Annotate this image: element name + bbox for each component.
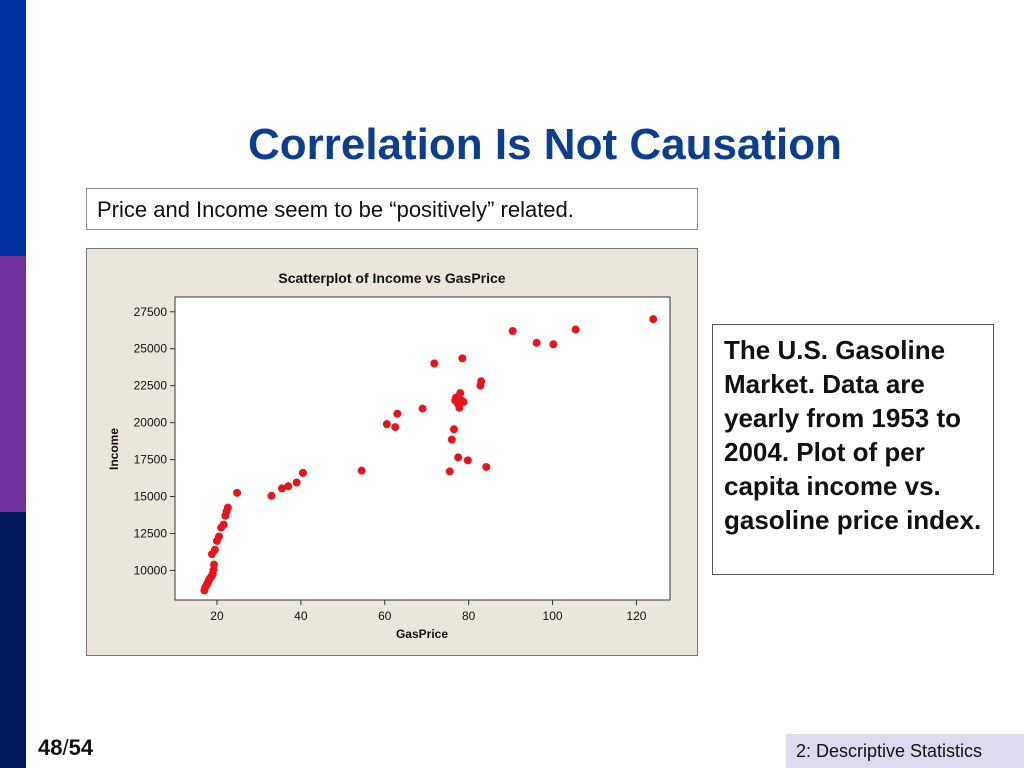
- page-separator: /: [62, 735, 69, 760]
- data-point: [284, 482, 293, 491]
- scatterplot-panel: Scatterplot of Income vs GasPrice 10000 1…: [86, 248, 698, 656]
- data-point: [455, 403, 464, 412]
- section-footer-tag: 2: Descriptive Statistics: [786, 734, 1024, 768]
- page-number: 48/54: [38, 735, 93, 761]
- data-point: [219, 520, 228, 529]
- data-point: [393, 409, 402, 418]
- data-point: [223, 503, 232, 512]
- x-axis: 20 40 60 80 100 120: [210, 600, 647, 623]
- data-point: [571, 325, 580, 334]
- data-point: [267, 491, 276, 500]
- x-tick-label: 20: [210, 609, 224, 623]
- data-point: [532, 338, 541, 347]
- data-point: [445, 467, 454, 476]
- subtitle-box: Price and Income seem to be “positively”…: [86, 188, 698, 230]
- data-point: [298, 468, 307, 477]
- data-point: [233, 488, 242, 497]
- x-tick-label: 40: [294, 609, 308, 623]
- y-tick-label: 15000: [134, 490, 168, 504]
- data-point: [447, 435, 456, 444]
- data-point: [292, 478, 301, 487]
- page-current: 48: [38, 735, 63, 760]
- data-point: [463, 456, 472, 465]
- y-tick-label: 17500: [134, 453, 168, 467]
- data-point: [508, 326, 517, 335]
- y-tick-label: 25000: [134, 342, 168, 356]
- subtitle-text: Price and Income seem to be “positively”…: [97, 197, 574, 222]
- slide-title: Correlation Is Not Causation: [247, 120, 843, 169]
- left-accent-stripe-bottom: [0, 512, 26, 768]
- data-point: [418, 404, 427, 413]
- y-axis: 10000 12500 15000 17500 20000 22500 25000 27500: [134, 305, 175, 577]
- y-tick-label: 10000: [134, 563, 168, 577]
- data-point: [391, 423, 400, 432]
- data-point: [459, 397, 468, 406]
- description-text: The U.S. Gasoline Market. Data are yearl…: [724, 335, 982, 535]
- data-point: [357, 466, 366, 475]
- page-total: 54: [68, 735, 94, 760]
- y-tick-label: 22500: [134, 379, 168, 393]
- data-point: [549, 340, 558, 349]
- x-tick-label: 80: [462, 609, 476, 623]
- y-tick-label: 27500: [134, 305, 168, 319]
- data-point: [456, 389, 465, 398]
- data-point: [477, 377, 486, 386]
- data-point: [277, 484, 286, 493]
- description-box: The U.S. Gasoline Market. Data are yearl…: [712, 324, 994, 575]
- left-accent-stripe-top: [0, 0, 26, 256]
- x-tick-label: 60: [378, 609, 392, 623]
- x-tick-label: 120: [626, 609, 646, 623]
- chart-title: Scatterplot of Income vs GasPrice: [278, 270, 505, 286]
- data-point: [210, 560, 219, 569]
- y-tick-label: 12500: [134, 526, 168, 540]
- x-axis-label: GasPrice: [396, 627, 448, 641]
- section-footer-label: 2: Descriptive Statistics: [796, 741, 983, 761]
- data-point: [458, 354, 467, 363]
- data-point: [649, 315, 658, 324]
- data-point: [382, 420, 391, 429]
- y-axis-label: Income: [107, 428, 121, 470]
- y-tick-label: 20000: [134, 416, 168, 430]
- data-point: [210, 545, 219, 554]
- left-accent-stripe-middle: [0, 256, 26, 512]
- data-point: [215, 532, 224, 541]
- x-tick-label: 100: [543, 609, 563, 623]
- data-point: [454, 453, 463, 462]
- data-point: [430, 359, 439, 368]
- plot-area: [174, 296, 671, 601]
- data-point: [482, 462, 491, 471]
- data-point: [449, 425, 458, 434]
- data-points: [200, 315, 658, 595]
- scatterplot-chart: Scatterplot of Income vs GasPrice 100001…: [107, 270, 671, 641]
